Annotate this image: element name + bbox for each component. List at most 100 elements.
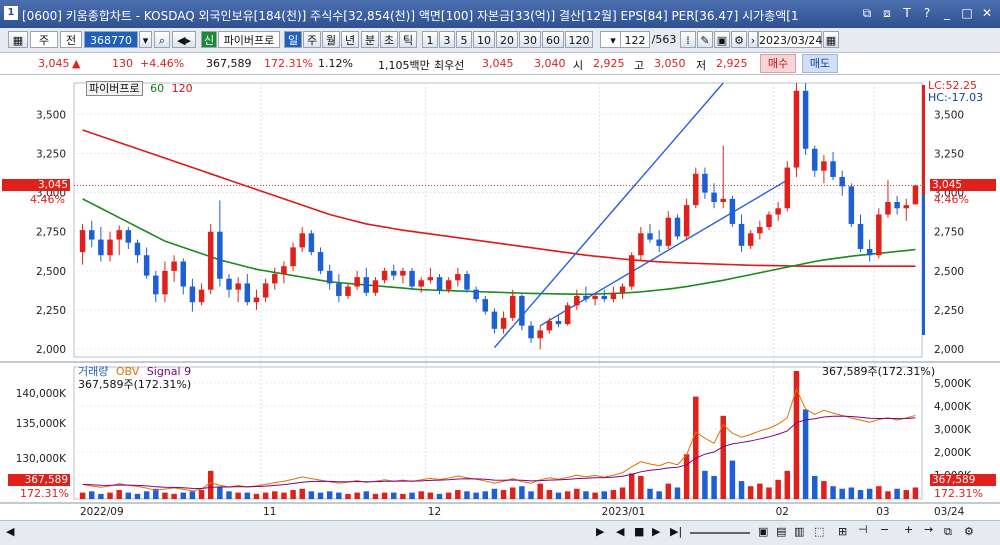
- scroll-left-icon[interactable]: ◀: [6, 525, 15, 538]
- candle-body: [308, 233, 315, 253]
- scroll-end-icon[interactable]: ⊣: [858, 523, 868, 536]
- volume-bar: [757, 483, 763, 499]
- minute-120[interactable]: 120: [565, 31, 593, 48]
- period-select[interactable]: 주: [30, 31, 58, 48]
- play-icon[interactable]: ▶: [652, 525, 661, 538]
- volume-bar: [372, 493, 379, 499]
- xaxis-label: 2022/09: [80, 506, 124, 518]
- interval-tick[interactable]: 틱: [399, 31, 417, 48]
- scroll-right-icon[interactable]: ▶: [596, 525, 605, 538]
- total-count: /563: [651, 33, 677, 46]
- buy-button[interactable]: 매수: [760, 54, 796, 73]
- minute-30[interactable]: 30: [519, 31, 541, 48]
- stop-icon[interactable]: ■: [634, 525, 645, 538]
- signal-line: [82, 415, 916, 490]
- minimize-icon[interactable]: _: [944, 6, 950, 20]
- minute-1[interactable]: 1: [422, 31, 438, 48]
- chart-area[interactable]: 3,500 3,500 3,250 3,250 3,000 3,000 2,750 2,750…: [0, 75, 1000, 544]
- search-icon[interactable]: ⌕: [154, 31, 170, 48]
- chart-icon[interactable]: ⊞: [838, 525, 848, 538]
- text-icon[interactable]: T: [903, 6, 911, 20]
- volume-bar: [702, 470, 708, 499]
- minute-60[interactable]: 60: [542, 31, 564, 48]
- volume-bar: [564, 491, 571, 499]
- volume-legend: 거래량 OBV Signal 9: [78, 363, 191, 379]
- minute-10[interactable]: 10: [473, 31, 495, 48]
- grid-icon[interactable]: ⁞: [680, 31, 696, 48]
- interval-day[interactable]: 일: [284, 31, 302, 48]
- volume-bar: [345, 493, 351, 499]
- play-back-icon[interactable]: ◀: [616, 525, 625, 538]
- minute-20[interactable]: 20: [496, 31, 518, 48]
- tool-icon[interactable]: ✎: [697, 31, 713, 48]
- settings-chart-icon[interactable]: ⚙: [964, 525, 974, 538]
- zoom-in-icon[interactable]: +: [904, 523, 914, 536]
- small-arrow-icon[interactable]: ›: [748, 31, 758, 48]
- candle-body: [601, 295, 607, 300]
- view-icon-4[interactable]: ⬚: [814, 525, 825, 538]
- arrow-right-icon[interactable]: →: [924, 523, 934, 536]
- candle-body: [226, 278, 232, 290]
- candle-body: [747, 233, 754, 246]
- candle-body: [683, 205, 690, 237]
- play-next-icon[interactable]: ▶|: [670, 525, 683, 538]
- price-tick-left: 2,250: [36, 305, 66, 317]
- volume-bar: [555, 492, 562, 499]
- volume-bar: [839, 488, 845, 499]
- zoom-slider[interactable]: [690, 532, 750, 534]
- right-volume-box: 367,589: [930, 474, 996, 486]
- window-controls: ⧉ ⧈ T ? _ □ ✕: [860, 5, 994, 21]
- menu-icon[interactable]: ▦: [8, 31, 28, 48]
- volume-bar: [226, 491, 232, 499]
- volume-bar: [354, 492, 360, 499]
- link-icon[interactable]: ⧉: [862, 6, 872, 20]
- candle-body: [857, 223, 864, 249]
- volume-bar: [885, 491, 891, 499]
- close-icon[interactable]: ✕: [981, 6, 993, 20]
- best-ask: 3,045: [482, 57, 514, 70]
- help-icon[interactable]: ?: [923, 6, 931, 20]
- zoom-out-icon[interactable]: −: [880, 523, 890, 536]
- volume-bar: [903, 490, 910, 499]
- bottom-scrollbar[interactable]: ◀ ▶ ◀ ■ ▶ ▶| ▣ ▤ ▥ ⬚ ⊞ ⊣ − + → ⧉ ⚙: [0, 520, 1000, 545]
- legend-ma60: 60: [150, 82, 165, 95]
- count-input[interactable]: 122: [620, 31, 650, 48]
- turnover: 1.12%: [318, 57, 353, 70]
- calendar-icon[interactable]: ▦: [823, 31, 839, 48]
- sell-button[interactable]: 매도: [802, 54, 838, 73]
- volume-bar: [308, 491, 315, 499]
- interval-second[interactable]: 초: [380, 31, 398, 48]
- view-icon-3[interactable]: ▥: [794, 525, 805, 538]
- minute-5[interactable]: 5: [456, 31, 472, 48]
- settings-icon[interactable]: ⚙: [731, 31, 747, 48]
- interval-week[interactable]: 주: [303, 31, 321, 48]
- date-input[interactable]: 2023/03/24: [758, 31, 822, 48]
- volume-pct: 172.31%: [264, 57, 313, 70]
- minute-3[interactable]: 3: [439, 31, 455, 48]
- save-icon[interactable]: ▣: [714, 31, 730, 48]
- sound-icon[interactable]: ◀▸: [172, 31, 196, 48]
- stock-code-input[interactable]: 368770: [84, 31, 138, 48]
- volume-bar: [509, 487, 516, 499]
- volume-bar: [665, 483, 672, 499]
- trend-line-up: [493, 82, 724, 349]
- volume-bar: [88, 491, 95, 499]
- view-icon-2[interactable]: ▤: [776, 525, 787, 538]
- candle-body: [207, 231, 214, 290]
- obv-line: [82, 387, 916, 492]
- link-chart-icon[interactable]: ⧉: [944, 525, 952, 538]
- interval-year[interactable]: 년: [341, 31, 359, 48]
- interval-minute[interactable]: 분: [361, 31, 379, 48]
- maximize-icon[interactable]: □: [961, 6, 973, 20]
- restore-icon[interactable]: ⧈: [883, 6, 891, 20]
- left-volume-pct: 172.31%: [20, 487, 69, 500]
- interval-month[interactable]: 월: [322, 31, 340, 48]
- chevron-down-icon[interactable]: ▾: [139, 31, 152, 48]
- market-select[interactable]: 전: [60, 31, 82, 48]
- view-icon-1[interactable]: ▣: [758, 525, 769, 538]
- volume-bar: [244, 492, 251, 499]
- high-label: 고: [634, 59, 645, 72]
- volume-bar: [491, 488, 498, 499]
- candle-body: [738, 223, 745, 246]
